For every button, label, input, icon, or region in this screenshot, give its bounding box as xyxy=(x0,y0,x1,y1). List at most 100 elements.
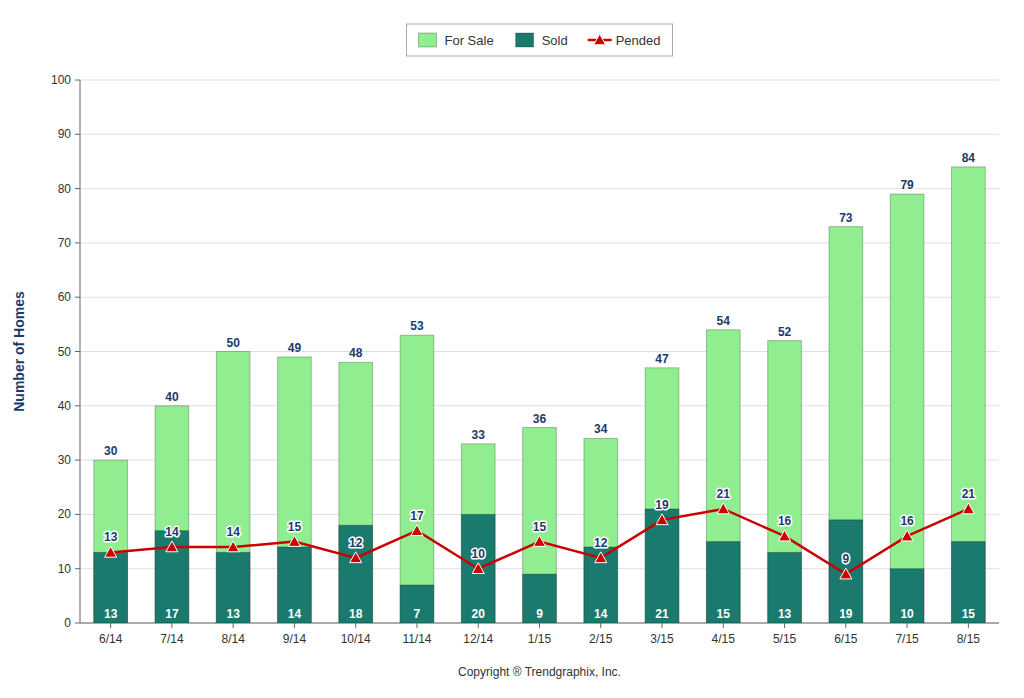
tick-label: 80 xyxy=(58,182,72,196)
bar xyxy=(278,357,312,623)
data-label: 14 xyxy=(594,607,608,621)
bar xyxy=(278,547,312,623)
legend-marker xyxy=(594,34,606,45)
data-label: 36 xyxy=(533,412,547,426)
marker xyxy=(595,552,607,563)
bar xyxy=(400,335,434,623)
series xyxy=(94,167,985,623)
data-label: 14 xyxy=(165,525,179,539)
legend-label: Sold xyxy=(542,33,568,48)
bar xyxy=(94,552,128,623)
bar xyxy=(952,542,986,623)
tick-mark xyxy=(75,514,80,515)
data-label: 9 xyxy=(842,552,849,566)
data-label: 79 xyxy=(900,178,914,192)
tick-mark xyxy=(968,623,969,628)
tick-mark xyxy=(75,297,80,298)
tick-mark xyxy=(600,623,601,628)
tick-mark xyxy=(233,623,234,628)
tick-mark xyxy=(662,623,663,628)
bar xyxy=(829,520,863,623)
tick-mark xyxy=(75,242,80,243)
tick-label: 6/15 xyxy=(834,632,858,646)
legend: For SaleSoldPended xyxy=(407,24,673,56)
marker xyxy=(534,536,546,547)
bar xyxy=(523,574,557,623)
tick-label: 30 xyxy=(58,453,72,467)
tick-label: 7/14 xyxy=(160,632,184,646)
grid-line xyxy=(80,80,999,81)
grid-line xyxy=(80,188,999,189)
tick-mark xyxy=(355,623,356,628)
data-label: 48 xyxy=(349,346,363,360)
data-label: 10 xyxy=(900,607,914,621)
bar xyxy=(461,514,495,623)
tick-label: 60 xyxy=(58,290,72,304)
x-axis: 6/147/148/149/1410/1411/1412/141/152/153… xyxy=(80,623,999,646)
tick-label: 4/15 xyxy=(712,632,736,646)
data-label: 50 xyxy=(226,336,240,350)
tick-mark xyxy=(478,623,479,628)
axis-line xyxy=(80,80,81,623)
data-label: 49 xyxy=(288,341,302,355)
data-label: 84 xyxy=(962,151,976,165)
tick-label: 20 xyxy=(58,507,72,521)
tick-label: 6/14 xyxy=(99,632,123,646)
tick-mark xyxy=(110,623,111,628)
chart: 01020304050607080901006/147/148/149/1410… xyxy=(0,0,1024,698)
data-label: 13 xyxy=(104,607,118,621)
marker xyxy=(105,546,117,557)
bar xyxy=(400,585,434,623)
tick-mark xyxy=(845,623,846,628)
bar xyxy=(216,552,250,623)
data-label: 21 xyxy=(655,607,669,621)
tick-mark xyxy=(75,80,80,81)
tick-label: 10/14 xyxy=(341,632,371,646)
tick-label: 1/15 xyxy=(528,632,552,646)
tick-mark xyxy=(75,568,80,569)
marker xyxy=(227,541,239,552)
data-label: 16 xyxy=(778,514,792,528)
tick-label: 0 xyxy=(64,616,71,630)
data-label: 15 xyxy=(533,520,547,534)
bar xyxy=(94,460,128,623)
tick-mark xyxy=(75,188,80,189)
tick-label: 12/14 xyxy=(463,632,493,646)
bar xyxy=(584,438,618,623)
bar xyxy=(645,368,679,623)
legend-swatch xyxy=(419,33,437,47)
data-label: 47 xyxy=(655,352,669,366)
data-label: 18 xyxy=(349,607,363,621)
tick-label: 3/15 xyxy=(650,632,674,646)
data-label: 13 xyxy=(104,530,118,544)
tick-mark xyxy=(75,623,80,624)
marker xyxy=(166,541,178,552)
bar xyxy=(584,547,618,623)
data-label: 20 xyxy=(472,607,486,621)
bar xyxy=(155,406,189,623)
tick-mark xyxy=(75,405,80,406)
tick-label: 90 xyxy=(58,127,72,141)
tick-mark xyxy=(539,623,540,628)
bar xyxy=(768,552,802,623)
marker xyxy=(656,514,668,525)
grid-line xyxy=(80,134,999,135)
marker xyxy=(901,530,913,541)
marker xyxy=(779,530,791,541)
bar xyxy=(706,330,740,623)
tick-label: 7/15 xyxy=(895,632,919,646)
data-label: 17 xyxy=(410,509,424,523)
data-label: 54 xyxy=(717,314,731,328)
data-labels: 3040504948533336344754527379841317131418… xyxy=(104,151,975,621)
data-label: 14 xyxy=(226,525,240,539)
tick-mark xyxy=(907,623,908,628)
bar xyxy=(339,525,373,623)
data-label: 13 xyxy=(778,607,792,621)
tick-label: 11/14 xyxy=(402,632,431,646)
data-label: 16 xyxy=(900,514,914,528)
bar xyxy=(216,352,250,624)
bar xyxy=(890,194,924,623)
data-label: 33 xyxy=(472,428,486,442)
bar xyxy=(952,167,986,623)
bar xyxy=(890,569,924,623)
